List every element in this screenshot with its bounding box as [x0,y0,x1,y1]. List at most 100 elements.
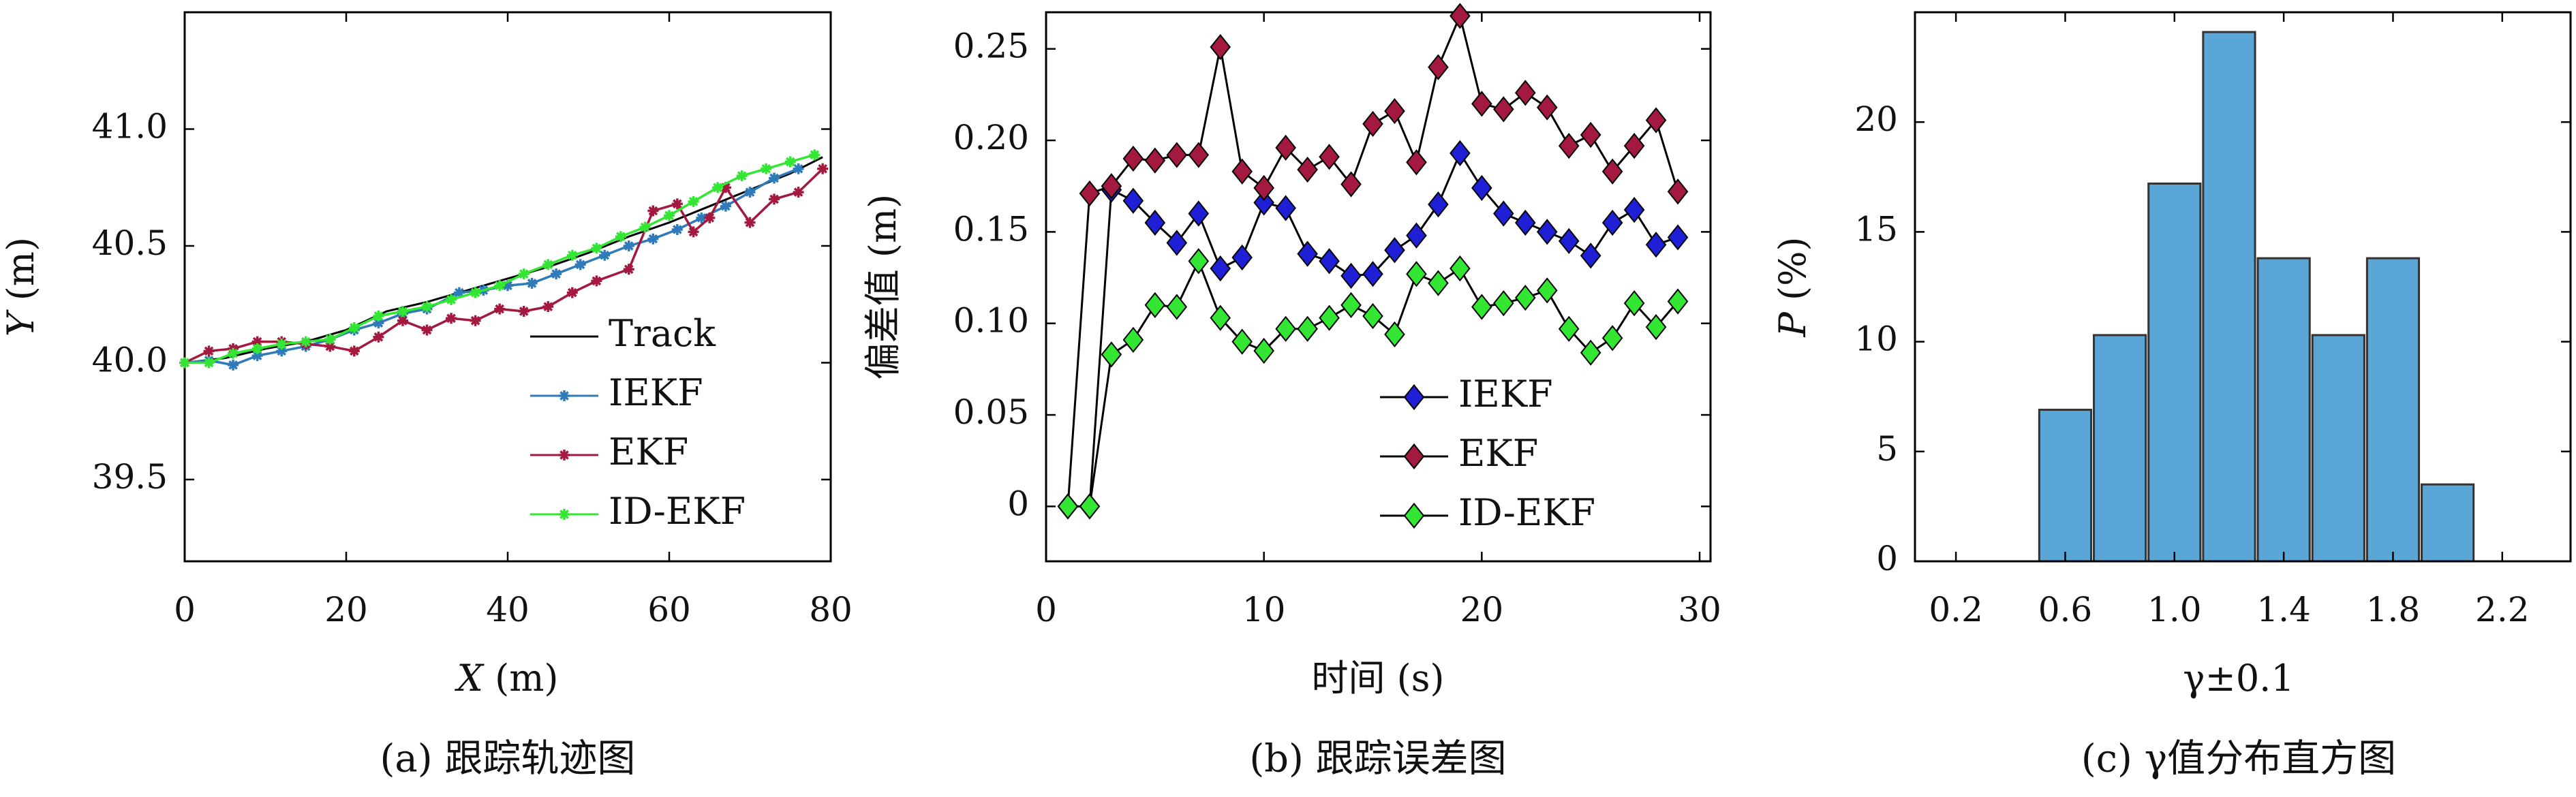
data-point [421,301,433,313]
y-tick-label: 20 [1854,99,1898,139]
data-point [736,170,748,182]
data-point [1231,158,1253,185]
data-point [1122,326,1144,354]
data-point [769,193,780,205]
data-point [1558,133,1580,159]
legend-label-ekf: EKF [1458,432,1538,475]
bar [2365,257,2421,563]
data-point [664,210,675,221]
data-point [1645,107,1667,134]
data-point [1144,147,1166,174]
data-point [574,259,586,270]
bar [2202,31,2256,563]
data-point [1210,255,1231,282]
data-point [1253,174,1274,202]
data-point [446,294,457,305]
data-point [1079,180,1101,207]
data-point [518,306,530,317]
data-point [1514,285,1536,311]
data-point [591,275,602,287]
data-point [1428,54,1449,80]
data-point [1253,189,1274,216]
data-point [615,231,626,243]
legend-marker [559,390,570,401]
data-point [793,187,804,198]
bar [2147,182,2202,563]
data-point [300,336,311,347]
data-point [1493,200,1514,227]
data-point [276,339,288,350]
data-point [688,196,699,207]
data-point [1122,145,1144,172]
y-tick-label: 0.15 [953,209,1029,249]
data-point [1667,224,1689,251]
caption-b: (b) 跟踪误差图 [1249,737,1506,781]
x-tick-label: 2.2 [2475,590,2530,629]
data-point [566,249,578,261]
data-point [348,322,360,334]
legend-marker [1403,443,1425,470]
data-point [470,315,481,326]
data-point [526,277,538,289]
data-point [373,317,384,329]
data-point [542,259,554,270]
data-point [1188,200,1210,227]
axis-ticks-b [1045,12,1711,561]
data-point [1493,96,1514,123]
data-point [1471,91,1492,117]
data-point [671,198,683,210]
x-tick-label: 0 [1035,590,1057,629]
data-point [276,345,288,357]
data-point [1428,270,1449,296]
data-point [1319,304,1340,331]
legend-label-track: Track [609,312,716,355]
data-point [551,268,562,280]
data-point [1210,304,1231,331]
data-point [793,163,804,174]
data-point [784,156,796,168]
y-tick-label: 15 [1854,209,1898,249]
data-point [397,315,408,326]
data-point [1297,240,1318,267]
y-tick-label: 10 [1854,319,1898,359]
series-id-ekf [179,149,821,369]
data-point [1166,142,1188,168]
data-point [1253,337,1274,364]
data-point [228,359,239,371]
x-tick-label: 40 [486,590,530,629]
data-point [1428,191,1449,218]
y-axis-label-c: P (%) [1771,237,1814,338]
data-point [712,182,724,193]
bar [2421,483,2475,563]
data-point [1514,209,1536,236]
data-point [1101,341,1122,368]
data-point [1057,493,1079,520]
data-point [1362,261,1383,287]
data-point [1536,94,1558,121]
x-tick-label: 1.4 [2256,590,2311,629]
x-tick-label: 60 [647,590,691,629]
data-point [1406,261,1427,287]
x-tick-label: 80 [809,590,853,629]
data-point [1645,314,1667,341]
data-point [688,226,699,238]
data-point [1384,97,1405,125]
data-point [1166,230,1188,256]
bars [2038,31,2475,563]
data-point [1166,294,1188,320]
legend-marker [559,450,570,460]
y-tick-label: 0 [1876,539,1898,578]
data-point [446,313,457,324]
data-point [203,345,215,357]
data-point [720,200,731,212]
bar [2093,334,2147,563]
data-point [1319,144,1340,170]
data-point [1362,110,1383,137]
data-point [761,163,772,174]
data-point [1580,121,1601,149]
data-point [566,287,578,298]
caption-c: (c) γ值分布直方图 [2081,737,2396,781]
y-tick-label: 0.25 [953,27,1029,66]
x-tick-label: 20 [324,590,368,629]
